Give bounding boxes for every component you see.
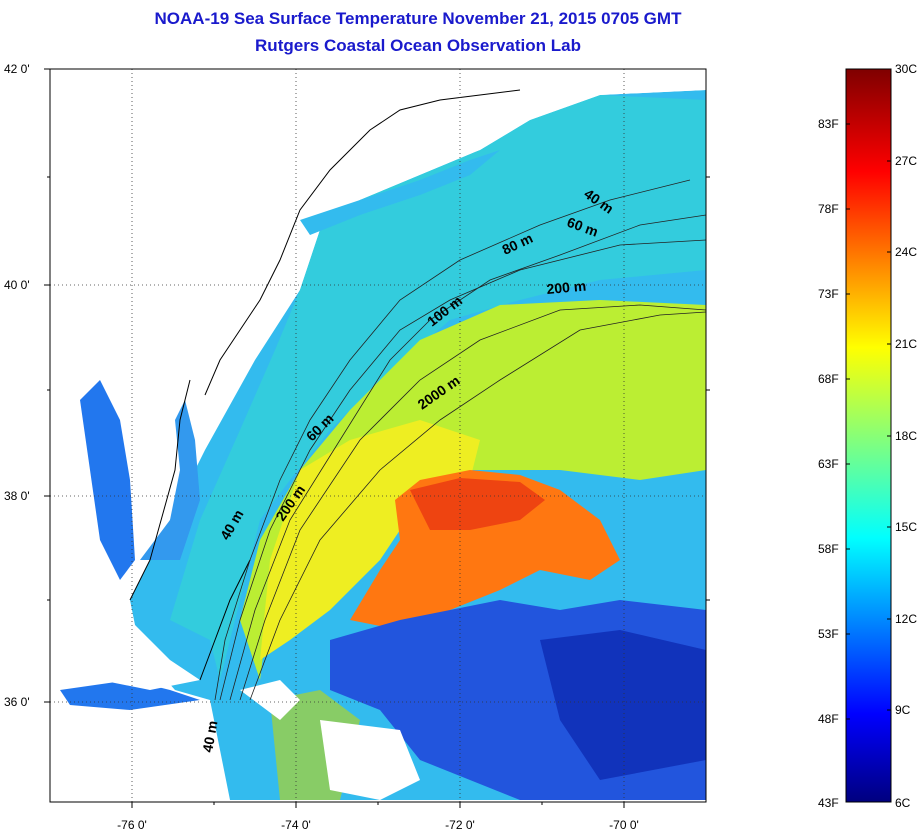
lon-tick-label: -72 0' [445,818,475,832]
lon-tick-label: -76 0' [117,818,147,832]
isobath-label: 200 m [546,278,587,297]
colorbar-celsius-label: 12C [895,612,918,626]
colorbar-celsius-label: 18C [895,429,918,443]
colorbar-fahrenheit-label: 58F [818,542,839,556]
colorbar-celsius-label: 24C [895,245,918,259]
map-title: NOAA-19 Sea Surface Temperature November… [154,9,682,28]
colorbar-celsius-label: 27C [895,154,918,168]
colorbar-celsius-label: 30C [895,62,918,76]
colorbar-fahrenheit-label: 43F [818,796,839,810]
lat-tick-label: 38 0' [4,489,30,503]
colorbar-fahrenheit-label: 83F [818,117,839,131]
lon-tick-label: -70 0' [609,818,639,832]
lon-tick-label: -74 0' [281,818,311,832]
colorbar-celsius-label: 21C [895,337,918,351]
colorbar-fahrenheit-label: 53F [818,627,839,641]
colorbar-fahrenheit-label: 68F [818,372,839,386]
map-subtitle: Rutgers Coastal Ocean Observation Lab [255,36,581,55]
isobath-label: 40 m [199,719,220,753]
colorbar-fahrenheit-label: 73F [818,287,839,301]
colorbar-celsius-label: 15C [895,520,918,534]
colorbar-fahrenheit-label: 78F [818,202,839,216]
colorbar [845,68,892,803]
graticule [50,69,706,802]
axis-ticks [44,68,710,808]
colorbar-celsius-label: 9C [895,703,911,717]
isobath-contours [214,179,706,701]
colorbar-celsius-label: 6C [895,796,911,810]
lat-tick-label: 36 0' [4,695,30,709]
colorbar-fahrenheit-label: 63F [818,457,839,471]
sst-image [50,69,706,802]
colorbar-ticks [846,123,891,720]
coastline [129,89,521,681]
colorbar-fahrenheit-label: 48F [818,712,839,726]
lat-tick-label: 40 0' [4,278,30,292]
lat-tick-label: 42 0' [4,62,30,76]
